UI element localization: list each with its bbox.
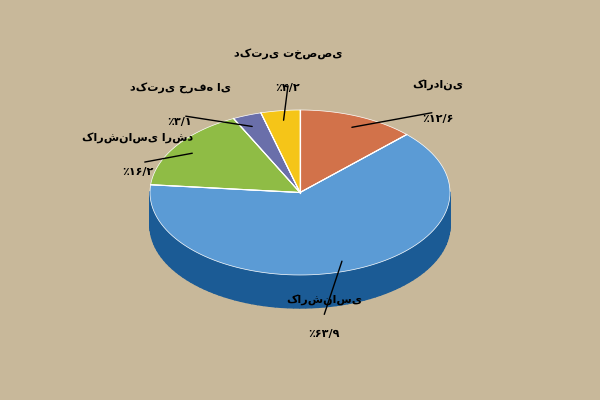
- Polygon shape: [269, 273, 275, 307]
- Polygon shape: [152, 208, 154, 244]
- Polygon shape: [380, 260, 385, 295]
- Polygon shape: [312, 274, 318, 308]
- Polygon shape: [430, 230, 433, 266]
- Polygon shape: [375, 262, 380, 297]
- Polygon shape: [246, 270, 252, 304]
- Polygon shape: [420, 239, 424, 275]
- Text: ٪۱۲/۶: ٪۱۲/۶: [422, 114, 454, 124]
- Polygon shape: [404, 250, 409, 285]
- Polygon shape: [151, 202, 152, 238]
- Polygon shape: [433, 228, 436, 264]
- Polygon shape: [359, 267, 364, 301]
- Polygon shape: [448, 202, 449, 238]
- Polygon shape: [385, 258, 391, 293]
- Polygon shape: [241, 268, 246, 302]
- Text: کارشناسی: کارشناسی: [286, 294, 362, 305]
- Polygon shape: [409, 247, 413, 282]
- Polygon shape: [427, 233, 430, 269]
- Polygon shape: [151, 118, 300, 192]
- Polygon shape: [324, 273, 330, 307]
- Polygon shape: [230, 265, 235, 300]
- Polygon shape: [370, 264, 375, 298]
- Polygon shape: [391, 256, 395, 291]
- Polygon shape: [447, 205, 448, 242]
- Polygon shape: [209, 258, 214, 293]
- Polygon shape: [167, 230, 169, 266]
- Polygon shape: [341, 271, 347, 305]
- Polygon shape: [400, 252, 404, 287]
- Polygon shape: [187, 247, 191, 282]
- Text: ٪۳/۱: ٪۳/۱: [167, 118, 193, 128]
- Polygon shape: [439, 221, 440, 257]
- Polygon shape: [330, 273, 336, 306]
- Polygon shape: [446, 208, 447, 245]
- Polygon shape: [157, 218, 159, 254]
- Polygon shape: [169, 233, 172, 269]
- Polygon shape: [445, 212, 446, 248]
- Polygon shape: [306, 275, 312, 308]
- Polygon shape: [179, 242, 183, 277]
- Polygon shape: [214, 260, 219, 295]
- Polygon shape: [347, 270, 353, 304]
- Polygon shape: [191, 249, 195, 284]
- Polygon shape: [164, 227, 167, 263]
- Polygon shape: [318, 274, 324, 308]
- Text: ٪۴/۲: ٪۴/۲: [275, 83, 301, 93]
- Polygon shape: [176, 239, 179, 274]
- Polygon shape: [440, 218, 443, 254]
- Polygon shape: [183, 244, 187, 280]
- Text: دکتری حرفه ای: دکتری حرفه ای: [130, 82, 230, 94]
- Polygon shape: [300, 110, 407, 192]
- Polygon shape: [200, 254, 205, 289]
- Polygon shape: [336, 272, 341, 306]
- Polygon shape: [416, 242, 420, 278]
- Polygon shape: [235, 267, 241, 301]
- Polygon shape: [364, 266, 370, 300]
- Polygon shape: [195, 252, 200, 287]
- Text: ٪۶۳/۹: ٪۶۳/۹: [308, 329, 340, 339]
- Polygon shape: [155, 214, 157, 251]
- Polygon shape: [150, 134, 450, 275]
- Polygon shape: [353, 268, 359, 303]
- Polygon shape: [154, 211, 155, 248]
- Polygon shape: [281, 274, 287, 308]
- Polygon shape: [261, 110, 300, 192]
- Text: دکتری تخصصی: دکتری تخصصی: [234, 48, 342, 59]
- Polygon shape: [413, 244, 416, 280]
- Polygon shape: [159, 221, 161, 257]
- Polygon shape: [424, 236, 427, 272]
- Polygon shape: [224, 264, 230, 298]
- Text: کارشناسی ارشد: کارشناسی ارشد: [82, 132, 194, 143]
- Polygon shape: [172, 236, 176, 272]
- Polygon shape: [252, 271, 257, 305]
- Polygon shape: [205, 256, 209, 291]
- Polygon shape: [293, 275, 299, 308]
- Polygon shape: [395, 254, 400, 289]
- Polygon shape: [299, 275, 306, 308]
- Polygon shape: [287, 275, 293, 308]
- Polygon shape: [443, 215, 445, 251]
- Text: ٪۱۶/۲: ٪۱۶/۲: [122, 167, 154, 177]
- Polygon shape: [161, 224, 164, 260]
- Polygon shape: [436, 224, 439, 260]
- Polygon shape: [263, 272, 269, 306]
- Polygon shape: [275, 274, 281, 307]
- Polygon shape: [233, 113, 300, 192]
- Text: کاردانی: کاردانی: [413, 79, 464, 90]
- Polygon shape: [257, 272, 263, 306]
- Polygon shape: [219, 262, 224, 297]
